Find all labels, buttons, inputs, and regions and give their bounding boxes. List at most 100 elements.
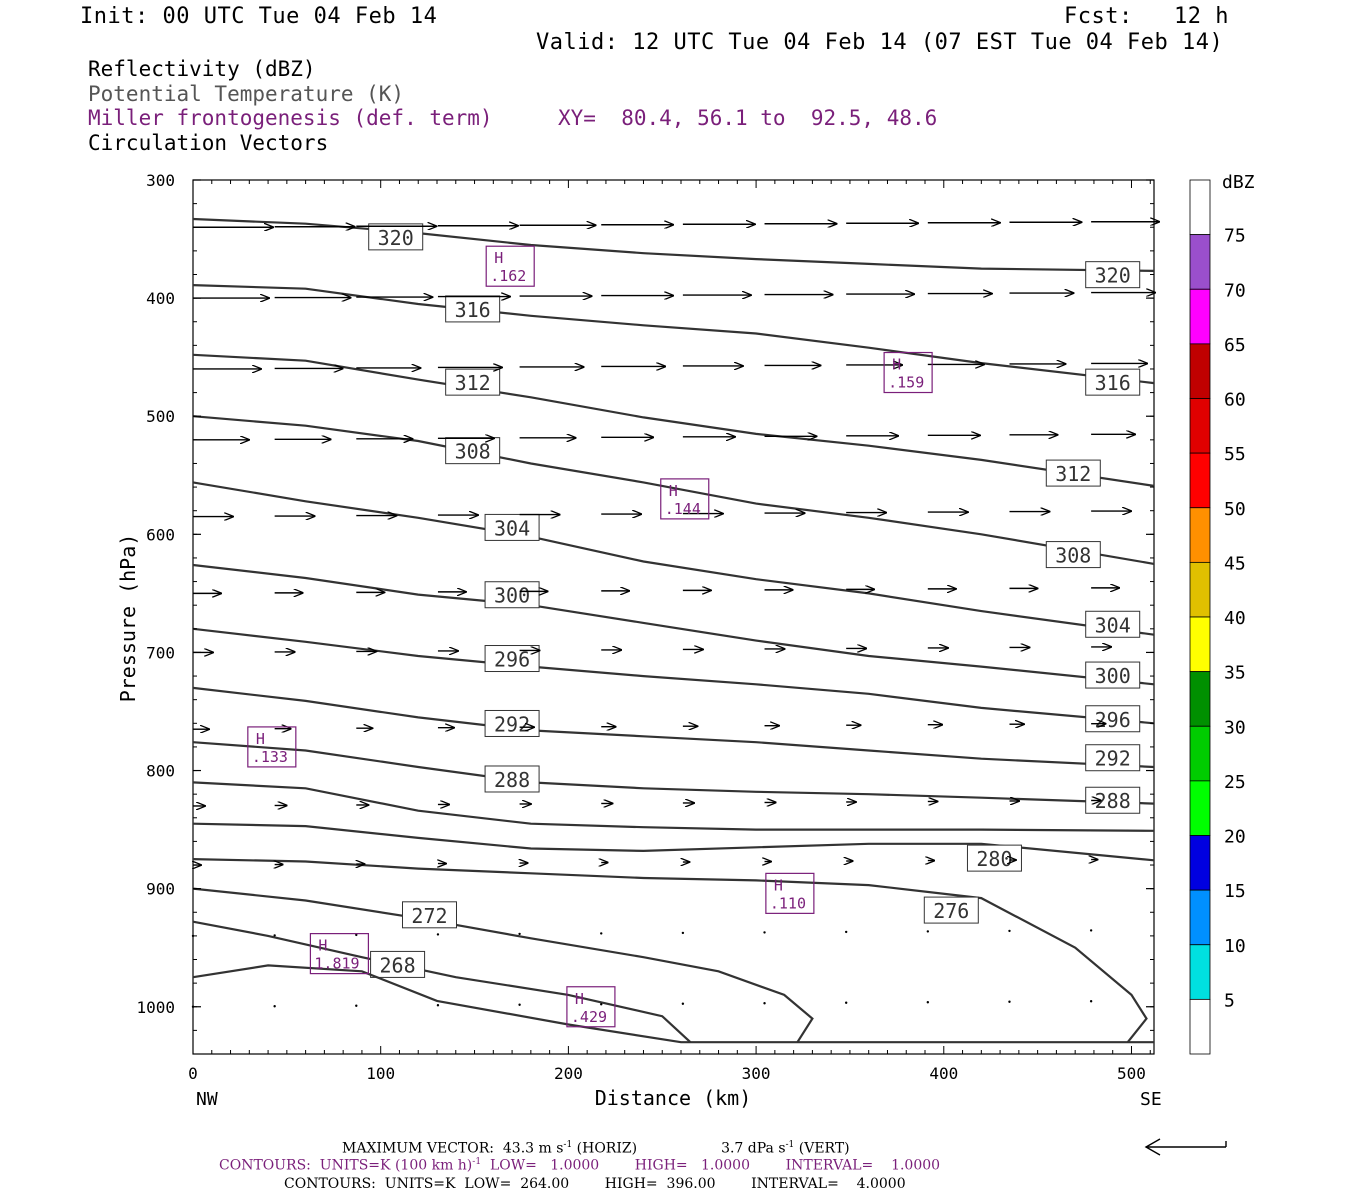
frontogenesis-high-value: 1.819 bbox=[314, 955, 359, 973]
footer-frontogenesis-contours: CONTOURS: UNITS=K (100 km h)-1 LOW= 1.00… bbox=[219, 1157, 941, 1174]
isentrope-304 bbox=[192, 481, 1155, 636]
plot-frame bbox=[192, 179, 1155, 1055]
isentrope-label-box bbox=[445, 368, 501, 396]
isentrope-label: 300 bbox=[494, 584, 530, 608]
x-axis-label: Distance (km) bbox=[595, 1086, 752, 1110]
frontogenesis-high-box bbox=[485, 245, 535, 287]
y-tick-label: 800 bbox=[146, 762, 175, 781]
isentrope-label-box bbox=[1085, 610, 1141, 638]
isentrope-label: 292 bbox=[494, 712, 530, 736]
isentrope-label: 320 bbox=[1095, 264, 1131, 288]
vector-dot bbox=[1008, 929, 1011, 933]
vector-dot bbox=[844, 930, 848, 934]
colorbar-segment bbox=[1189, 998, 1211, 1055]
colorbar-label: 40 bbox=[1224, 608, 1246, 629]
y-tick-label: 600 bbox=[146, 525, 175, 544]
colorbar-label: 45 bbox=[1224, 553, 1246, 574]
isentrope-label-box bbox=[484, 765, 540, 793]
colorbar-segment bbox=[1189, 671, 1211, 727]
colorbar-label: 15 bbox=[1224, 881, 1246, 902]
isentrope-276 bbox=[192, 858, 1148, 1043]
isentrope-label: 272 bbox=[411, 904, 447, 928]
x-tick-label: 100 bbox=[366, 1064, 395, 1083]
reference-vector-arrow bbox=[1144, 1138, 1227, 1156]
x-tick-label: 400 bbox=[929, 1064, 958, 1083]
colorbar-segment bbox=[1189, 234, 1211, 290]
frontogenesis-high-letter: H bbox=[575, 990, 584, 1008]
colorbar-label: 30 bbox=[1224, 717, 1246, 738]
frontogenesis-high-letter: H bbox=[494, 249, 503, 267]
vector-dot bbox=[273, 934, 276, 937]
frontogenesis-high-value: .144 bbox=[665, 500, 701, 518]
isentrope-label-box bbox=[368, 223, 424, 251]
isentrope-312 bbox=[192, 353, 1155, 487]
isentrope-label: 296 bbox=[494, 648, 530, 672]
frontogenesis-high-box bbox=[765, 872, 815, 914]
isentrope-label: 276 bbox=[933, 899, 969, 923]
isentrope-284 bbox=[192, 781, 1155, 832]
forecast-hour: Fcst: 12 h bbox=[1064, 4, 1229, 29]
footer-max-vector: MAXIMUM VECTOR: 43.3 m s-1 (HORIZ) 3.7 dP… bbox=[342, 1140, 850, 1157]
field-theta: Potential Temperature (K) bbox=[88, 82, 405, 106]
isentrope-label: 280 bbox=[976, 847, 1012, 871]
vector-dot bbox=[273, 1005, 276, 1008]
vector-dot bbox=[355, 1004, 358, 1007]
vector-dot bbox=[763, 931, 766, 934]
y-tick-label: 400 bbox=[146, 289, 175, 308]
field-vectors: Circulation Vectors bbox=[88, 131, 329, 155]
frontogenesis-high-letter: H bbox=[256, 730, 265, 748]
frontogenesis-high-letter: H bbox=[892, 356, 901, 374]
y-axis-label: Pressure (hPa) bbox=[116, 534, 140, 703]
frontogenesis-high-box bbox=[247, 726, 297, 768]
vector-dot bbox=[681, 931, 685, 935]
isentrope-label: 312 bbox=[1055, 462, 1091, 486]
isentrope-268 bbox=[192, 920, 692, 1044]
vector-dot bbox=[600, 1003, 603, 1006]
isentrope-label: 296 bbox=[1095, 708, 1131, 732]
isentrope-label-box bbox=[484, 581, 540, 609]
cross-section-xy: XY= 80.4, 56.1 to 92.5, 48.6 bbox=[558, 106, 938, 130]
isentrope-label-box bbox=[401, 901, 457, 929]
isentrope-label: 308 bbox=[1055, 544, 1091, 568]
vector-dot bbox=[355, 933, 358, 937]
frontogenesis-high-letter: H bbox=[774, 876, 783, 894]
x-tick-label: 500 bbox=[1117, 1064, 1146, 1083]
colorbar-segment bbox=[1189, 889, 1211, 946]
frontogenesis-high-value: .162 bbox=[490, 267, 526, 285]
colorbar-segment bbox=[1189, 944, 1211, 1000]
vector-dot bbox=[1008, 1000, 1011, 1003]
colorbar-segment bbox=[1189, 725, 1211, 782]
x-tick-label: 300 bbox=[742, 1064, 771, 1083]
colorbar-label: 65 bbox=[1224, 335, 1246, 356]
frontogenesis-high-box bbox=[883, 351, 933, 394]
frontogenesis-high-box bbox=[309, 933, 370, 975]
isentrope-308 bbox=[192, 415, 1155, 565]
colorbar-label: 20 bbox=[1224, 827, 1246, 848]
isentrope-label: 268 bbox=[380, 953, 416, 977]
isentrope-272 bbox=[192, 887, 814, 1043]
isentrope-label-box bbox=[1045, 541, 1101, 569]
isentrope-296 bbox=[192, 627, 1155, 725]
colorbar-segment bbox=[1189, 452, 1211, 509]
isentrope-300 bbox=[192, 563, 1155, 686]
vector-dot bbox=[518, 1003, 521, 1006]
y-tick-label: 300 bbox=[146, 171, 175, 190]
y-tick-label: 700 bbox=[146, 643, 175, 662]
isentrope-label: 304 bbox=[1095, 613, 1131, 637]
isentrope-label: 304 bbox=[494, 516, 530, 540]
vector-dot bbox=[1089, 929, 1093, 932]
colorbar-segment bbox=[1189, 288, 1211, 345]
y-tick-label: 900 bbox=[146, 880, 175, 899]
vector-dot bbox=[518, 932, 521, 936]
x-tick-label: 0 bbox=[188, 1064, 198, 1083]
footer-theta-contours: CONTOURS: UNITS=K LOW= 264.00 HIGH= 396.… bbox=[284, 1176, 906, 1192]
isentrope-label-box bbox=[1085, 744, 1141, 772]
isentrope-label: 312 bbox=[455, 371, 491, 395]
colorbar-label: 35 bbox=[1224, 663, 1246, 684]
vector-dot bbox=[844, 1001, 848, 1004]
vector-dot bbox=[1089, 1000, 1093, 1003]
colorbar-label: 5 bbox=[1224, 990, 1235, 1011]
colorbar-label: 60 bbox=[1224, 390, 1246, 411]
isentrope-label: 292 bbox=[1095, 747, 1131, 771]
